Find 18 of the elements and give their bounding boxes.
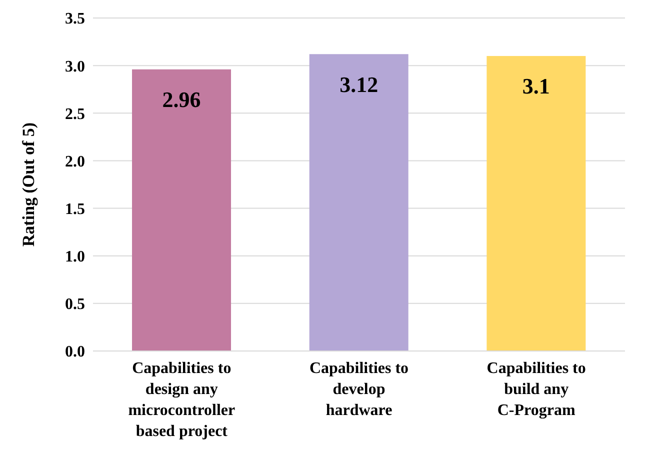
bar: [132, 69, 232, 351]
y-tick-label: 0.0: [65, 344, 85, 361]
data-label: 3.12: [340, 72, 378, 97]
y-tick-label: 2.5: [65, 106, 85, 123]
y-axis-title: Rating (Out of 5): [19, 122, 38, 247]
y-tick-label: 0.5: [65, 296, 85, 314]
y-tick-label: 1.0: [65, 248, 85, 266]
y-tick-label: 3.5: [65, 10, 85, 28]
bar: [309, 54, 408, 351]
data-label: 2.96: [162, 86, 201, 112]
y-tick-label: 2.0: [65, 153, 85, 170]
x-tick-label: Capabilities to design any microcontroller based project: [128, 360, 236, 440]
bar: [486, 56, 586, 351]
x-tick-label: Capabilities to develop hardware: [309, 360, 409, 419]
y-tick-label: 3.0: [65, 58, 85, 76]
x-tick-label: Capabilities to build any C-Program: [486, 360, 586, 419]
data-label: 3.1: [522, 74, 550, 99]
y-tick-label: 1.5: [65, 200, 85, 218]
